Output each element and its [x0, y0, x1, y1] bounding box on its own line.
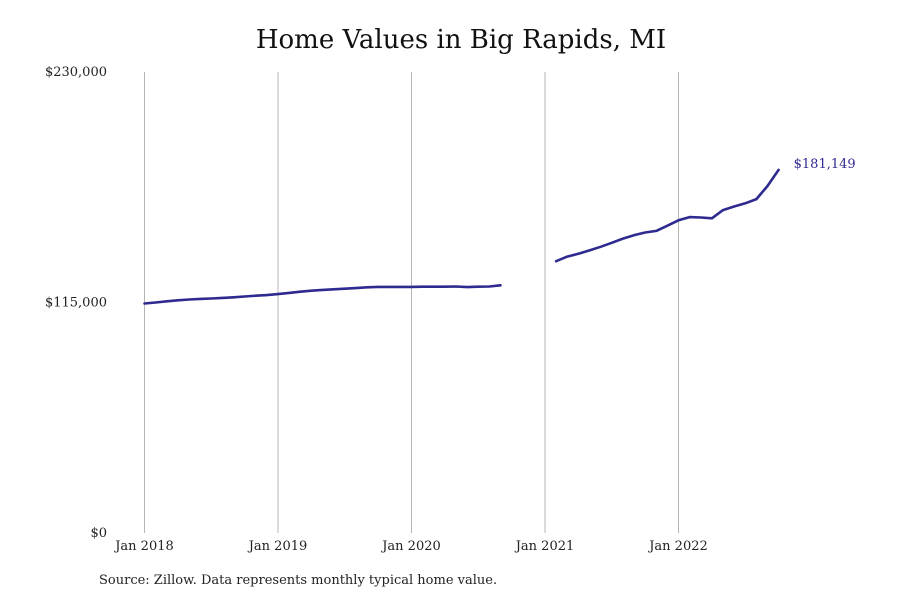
- x-tick-label-4: Jan 2022: [647, 539, 708, 554]
- y-tick-label-0: $0: [90, 526, 107, 541]
- chart-title: Home Values in Big Rapids, MI: [255, 25, 667, 55]
- x-axis-ticks: Jan 2018 Jan 2019 Jan 2020 Jan 2021 Jan 2022: [113, 539, 708, 554]
- series-line-segment-1: [554, 168, 780, 263]
- series-line-segment-0: [143, 283, 502, 305]
- chart-source-note: Source: Zillow. Data represents monthly …: [99, 573, 498, 588]
- grid-layer: [144, 72, 679, 533]
- x-tick-label-1: Jan 2019: [247, 539, 308, 554]
- label-layer: $181,149: [794, 157, 856, 172]
- x-tick-label-0: Jan 2018: [113, 539, 174, 554]
- x-tick-label-3: Jan 2021: [514, 539, 575, 554]
- x-tick-label-2: Jan 2020: [380, 539, 441, 554]
- series-layer: [143, 168, 780, 305]
- y-tick-label-1: $115,000: [45, 296, 107, 311]
- y-tick-label-2: $230,000: [45, 65, 107, 80]
- y-axis-ticks: $0 $115,000 $230,000: [45, 65, 107, 541]
- end-value-label: $181,149: [794, 157, 856, 172]
